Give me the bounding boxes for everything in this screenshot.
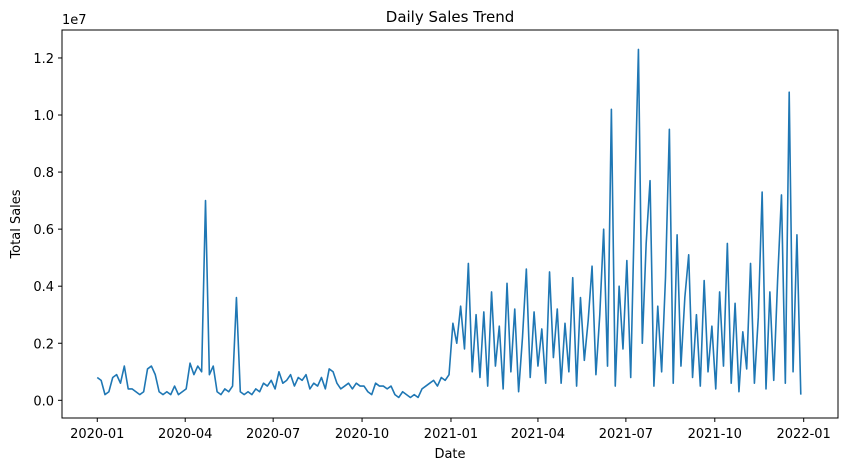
- x-tick-label: 2021-01: [424, 427, 478, 442]
- y-tick-label: 0.6: [33, 223, 54, 238]
- x-tick-label: 2022-01: [777, 427, 831, 442]
- x-tick-label: 2020-04: [158, 427, 212, 442]
- y-tick-label: 0.2: [33, 337, 54, 352]
- x-tick-label: 2021-04: [511, 427, 565, 442]
- y-tick-label: 1.0: [33, 109, 54, 124]
- y-tick-label: 0.8: [33, 166, 54, 181]
- x-tick-label: 2021-07: [599, 427, 653, 442]
- chart-title: Daily Sales Trend: [386, 8, 514, 26]
- y-offset-label: 1e7: [62, 13, 87, 28]
- x-axis-label: Date: [434, 447, 465, 462]
- y-axis-label: Total Sales: [9, 189, 24, 259]
- y-tick-label: 0.0: [33, 394, 54, 409]
- x-tick-label: 2020-07: [246, 427, 300, 442]
- y-tick-label: 1.2: [33, 52, 54, 67]
- x-tick-label: 2020-01: [70, 427, 124, 442]
- y-tick-label: 0.4: [33, 280, 54, 295]
- plot-frame: [61, 29, 839, 419]
- data-line: [96, 48, 802, 399]
- x-tick-label: 2020-10: [335, 427, 389, 442]
- x-tick-label: 2021-10: [688, 427, 742, 442]
